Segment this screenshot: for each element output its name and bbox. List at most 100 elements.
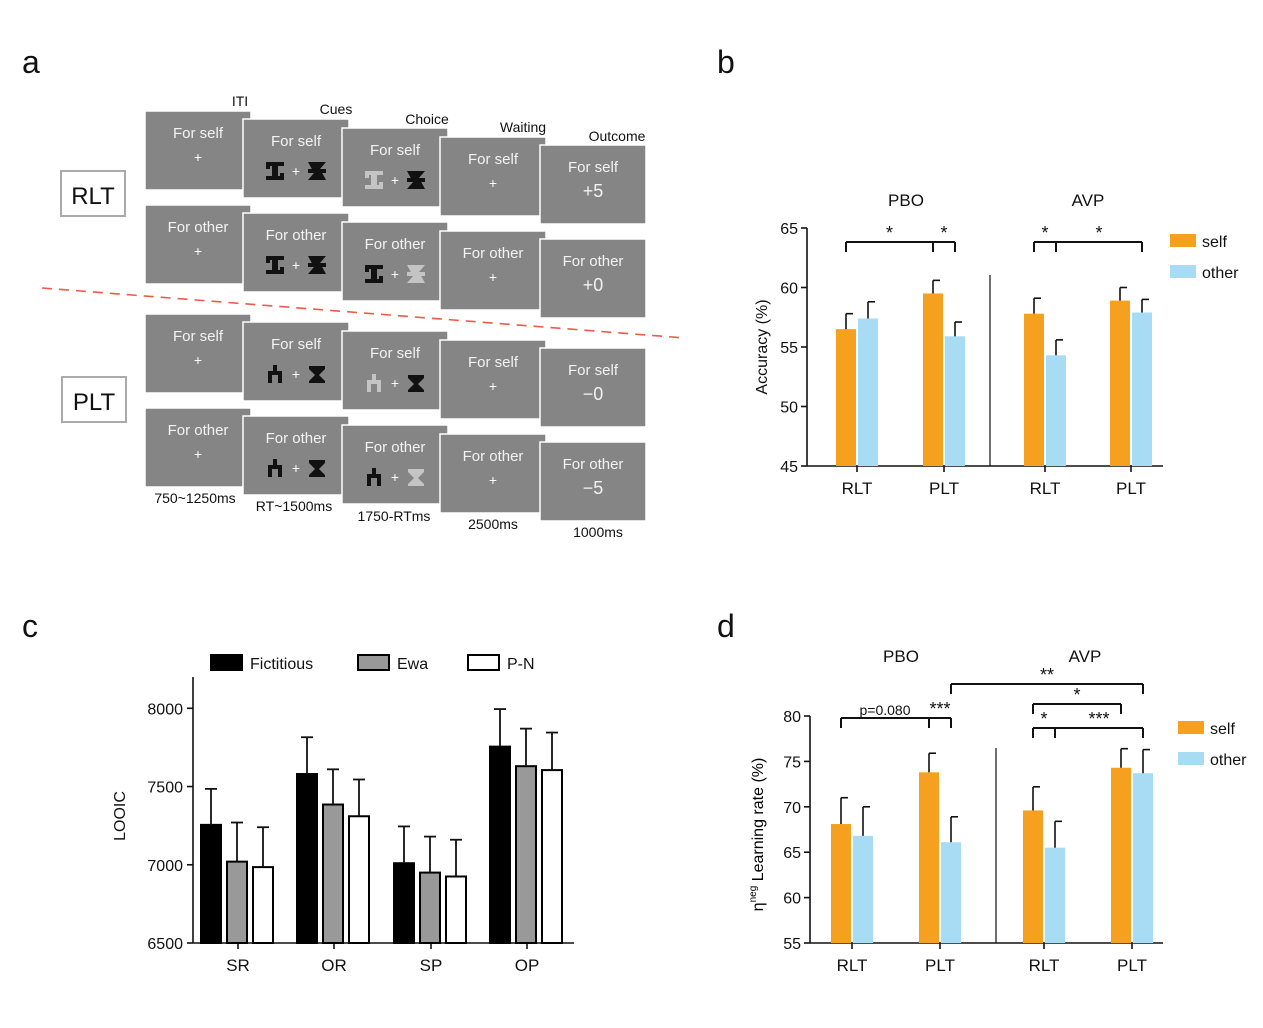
- legend-label: Fictitious: [250, 656, 313, 673]
- glyph-part: [408, 375, 424, 392]
- screen-label: For other: [168, 422, 229, 439]
- glyph-part: [377, 382, 381, 392]
- fixation-cross: +: [391, 469, 399, 485]
- y-tick-label: 80: [783, 709, 801, 726]
- panel-a-task-schematic: For self + For self + For self + For self + For …: [41, 93, 686, 540]
- cue-symbol-icon: [367, 374, 381, 392]
- group-title: PBO: [883, 647, 919, 666]
- bar-Ewa: [419, 871, 441, 945]
- y-axis-label: LOOIC: [112, 791, 129, 841]
- glyph-part: [309, 366, 325, 383]
- cue-symbol-icon: [308, 162, 326, 180]
- task-label-rlt: RLT: [71, 183, 115, 210]
- group-title: AVP: [1072, 191, 1105, 210]
- y-axis-label: ηneg Learning rate (%): [748, 758, 767, 912]
- task-screen: [439, 136, 547, 217]
- screen-label: For self: [468, 354, 519, 371]
- timing-label: 1750-RTms: [358, 508, 431, 524]
- y-tick-label: 7500: [147, 780, 183, 797]
- screen-label: For self: [370, 345, 421, 362]
- legend-swatch-self: [1178, 721, 1204, 734]
- y-tick-label: 65: [780, 221, 798, 238]
- task-screen: [242, 321, 350, 402]
- glyph-part: [278, 373, 282, 383]
- cue-symbol-icon: [408, 375, 424, 392]
- glyph-part: [365, 265, 369, 272]
- x-tick-label: RLT: [842, 479, 873, 498]
- legend-label: self: [1210, 721, 1235, 738]
- stage-label: Cues: [320, 101, 353, 117]
- task-screen: [144, 313, 252, 394]
- cue-symbol-icon: [309, 366, 325, 383]
- y-tick-label: 60: [783, 891, 801, 908]
- bar-Fictitious: [393, 862, 415, 945]
- stage-label: Outcome: [589, 128, 646, 144]
- significance-label: ***: [1088, 709, 1109, 729]
- panel-letter-d: d: [717, 608, 735, 644]
- x-tick-label: RLT: [1029, 956, 1060, 975]
- task-screen: [341, 221, 449, 302]
- legend-swatch-P-N: [467, 654, 500, 671]
- fixation-cross: +: [489, 378, 497, 394]
- bar-self: [1111, 767, 1131, 943]
- task-screen: [242, 415, 350, 496]
- bar-other: [945, 336, 965, 466]
- glyph-part: [309, 460, 325, 477]
- bar-P-N: [348, 815, 370, 945]
- y-tick-label: 8000: [147, 701, 183, 718]
- stage-label: Choice: [405, 111, 449, 127]
- task-screen: [539, 238, 647, 319]
- significance-label: *: [1040, 709, 1047, 729]
- task-screen: [242, 212, 350, 293]
- glyph-part: [379, 182, 383, 189]
- glyph-part: [272, 256, 278, 274]
- glyph-part: [367, 382, 371, 392]
- task-box-rlt: [60, 170, 126, 217]
- bar-other: [1045, 847, 1065, 943]
- bar-other: [1132, 312, 1152, 466]
- screen-label: For other: [168, 219, 229, 236]
- y-tick-label: 55: [783, 936, 801, 953]
- separator-dashed-line: [41, 287, 686, 339]
- glyph-part: [379, 276, 383, 283]
- panel-d-learning-rate-chart: 55 60 65 70 75 80 ηneg Learning rate (%) PBO AVP…: [748, 647, 1247, 975]
- group-title: PBO: [888, 191, 924, 210]
- cue-symbol-icon: [365, 265, 383, 283]
- cue-symbol-icon: [309, 460, 325, 477]
- y-axis-label-text: Learning rate (%): [750, 758, 767, 886]
- glyph-part: [371, 265, 377, 283]
- timing-label: 2500ms: [468, 516, 518, 532]
- outcome-value: +5: [583, 181, 604, 201]
- bar-Ewa: [226, 860, 248, 945]
- y-tick-label: 65: [783, 845, 801, 862]
- cue-symbol-icon: [308, 256, 326, 274]
- screen-label: For self: [271, 336, 322, 353]
- x-tick-label: SP: [420, 956, 443, 975]
- timing-label: 750~1250ms: [154, 490, 235, 506]
- legend-label: self: [1202, 234, 1227, 251]
- significance-label: **: [1040, 665, 1054, 685]
- cue-symbol-icon: [367, 468, 381, 486]
- bar-self: [1024, 313, 1044, 466]
- screen-label: For self: [173, 328, 224, 345]
- significance-label: ***: [929, 699, 950, 719]
- glyph-part: [365, 171, 369, 178]
- y-axis-label-superscript: neg: [748, 886, 759, 903]
- task-screen: [144, 110, 252, 191]
- cue-symbol-icon: [266, 256, 284, 274]
- y-tick-label: 6500: [147, 936, 183, 953]
- bar-self: [923, 293, 943, 466]
- bar-P-N: [445, 875, 467, 944]
- panel-letter-c: c: [22, 608, 38, 644]
- bar-self: [919, 772, 939, 943]
- glyph-part: [367, 476, 371, 486]
- x-tick-label: PLT: [929, 479, 959, 498]
- glyph-part: [372, 374, 376, 381]
- y-tick-label: 75: [783, 754, 801, 771]
- bar-other: [1046, 355, 1066, 466]
- stage-label: Waiting: [500, 119, 546, 135]
- bar-self: [831, 824, 851, 943]
- glyph-part: [273, 459, 277, 466]
- x-tick-label: OR: [321, 956, 347, 975]
